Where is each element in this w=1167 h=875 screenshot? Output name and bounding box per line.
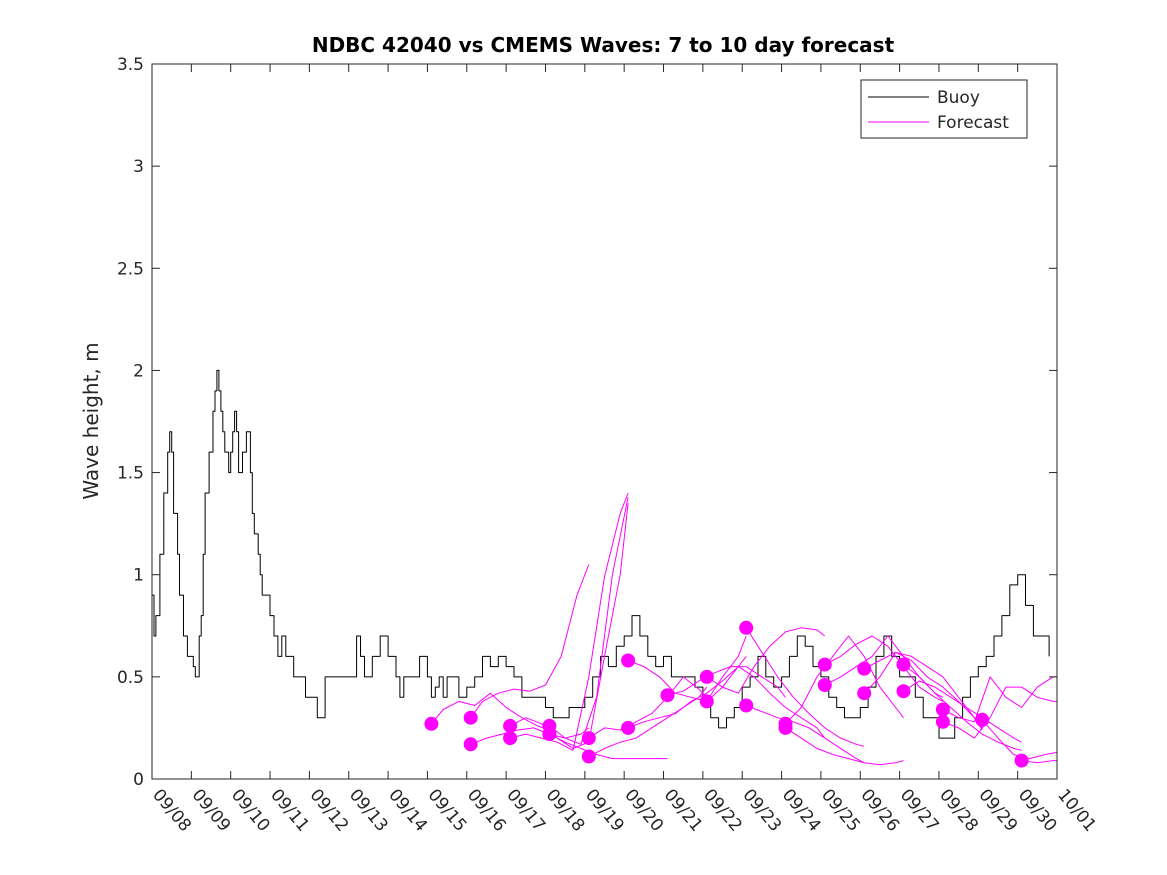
x-tick-label: 09/21 — [660, 785, 707, 835]
x-tick-label: 09/26 — [856, 785, 903, 835]
forecast-start-marker — [660, 688, 675, 703]
x-tick-label: 09/08 — [148, 785, 195, 835]
y-tick-label: 3.5 — [117, 55, 144, 75]
x-tick-label: 09/15 — [424, 785, 471, 835]
forecast-series-line-13 — [706, 627, 826, 694]
forecast-series-line-12 — [667, 666, 786, 698]
forecast-series-line-18 — [785, 727, 904, 766]
forecast-series-line-23 — [903, 664, 1022, 751]
forecast-series-line-8 — [588, 676, 708, 739]
legend-box — [860, 79, 1028, 139]
forecast-start-marker — [857, 661, 872, 676]
legend-buoy-label: Buoy — [937, 88, 980, 108]
buoy-series-line — [152, 369, 1050, 739]
x-tick-label: 09/25 — [817, 785, 864, 835]
forecast-series-layer — [431, 492, 1058, 766]
x-tick-label: 09/10 — [227, 785, 274, 835]
x-tick-label: 10/01 — [1053, 785, 1100, 835]
forecast-series-line-19 — [824, 635, 944, 702]
x-tick-label: 09/17 — [502, 785, 549, 835]
x-tick-label: 09/22 — [699, 785, 746, 835]
y-tick-label: 2.5 — [117, 259, 144, 279]
forecast-series-line-2 — [470, 564, 590, 718]
forecast-series-line-21 — [863, 651, 983, 729]
forecast-series-line-16 — [746, 705, 865, 764]
x-tick-label: 09/30 — [1014, 785, 1061, 835]
forecast-start-marker — [1014, 753, 1029, 768]
y-tick-label: 1 — [133, 566, 144, 586]
forecast-series-line-25 — [942, 676, 1057, 723]
x-tick-label: 09/20 — [620, 785, 667, 835]
forecast-series-line-9 — [588, 686, 708, 757]
x-tick-label: 09/16 — [463, 785, 510, 835]
x-tick-label: 09/11 — [266, 785, 313, 835]
y-tick-label: 1.5 — [117, 464, 144, 484]
y-tick-label: 0 — [133, 770, 144, 790]
forecast-start-marker — [935, 702, 950, 717]
forecast-series-line-10 — [627, 656, 747, 729]
forecast-start-marker — [817, 657, 832, 672]
forecast-series-line-11 — [627, 635, 747, 702]
forecast-start-marker — [857, 686, 872, 701]
plot-area — [152, 64, 1057, 779]
y-tick-label: 2 — [133, 361, 144, 381]
forecast-series-line-14 — [706, 666, 826, 739]
legend: Buoy Forecast — [860, 79, 1028, 139]
forecast-start-marker — [896, 684, 911, 699]
forecast-start-marker — [621, 720, 636, 735]
forecast-start-marker — [896, 657, 911, 672]
forecast-series-line-1 — [431, 692, 550, 731]
forecast-start-marker — [699, 669, 714, 684]
forecast-start-marker — [424, 716, 439, 731]
x-tick-label: 09/29 — [974, 785, 1021, 835]
forecast-markers-layer — [424, 620, 1029, 768]
y-tick-label: 3 — [133, 157, 144, 177]
y-tick-label: 0.5 — [117, 668, 144, 688]
x-tick-label: 09/24 — [778, 785, 825, 835]
forecast-series-line-5 — [509, 492, 629, 751]
x-tick-label: 09/13 — [345, 785, 392, 835]
forecast-start-marker — [817, 678, 832, 692]
forecast-start-marker — [463, 710, 478, 725]
forecast-start-marker — [542, 727, 557, 742]
forecast-start-marker — [778, 720, 793, 735]
x-tick-label: 09/19 — [581, 785, 628, 835]
chart-title: NDBC 42040 vs CMEMS Waves: 7 to 10 day f… — [312, 33, 895, 57]
forecast-start-marker — [621, 653, 636, 668]
x-tick-label: 09/18 — [542, 785, 589, 835]
forecast-start-marker — [581, 749, 596, 764]
y-axis: 0 0.5 1 1.5 2 2.5 3 3.5 — [117, 55, 1057, 790]
forecast-start-marker — [975, 712, 990, 727]
forecast-start-marker — [699, 694, 714, 709]
y-axis-label: Wave height, m — [79, 342, 103, 499]
forecast-series-line-28 — [1021, 760, 1057, 764]
forecast-series-line-24 — [903, 680, 1022, 743]
x-tick-label: 09/09 — [188, 785, 235, 835]
forecast-series-line-17 — [785, 635, 904, 725]
plot-frame — [151, 63, 1058, 780]
x-tick-label: 09/14 — [384, 785, 431, 835]
forecast-series-line-6 — [549, 497, 629, 745]
legend-forecast-label: Forecast — [937, 113, 1009, 133]
forecast-start-marker — [739, 620, 754, 635]
buoy-series-layer — [152, 369, 1050, 739]
forecast-series-line-22 — [863, 651, 983, 731]
x-tick-label: 09/27 — [896, 785, 943, 835]
x-tick-label: 09/23 — [738, 785, 785, 835]
forecast-series-line-7 — [549, 733, 668, 760]
forecast-series-line-26 — [942, 686, 1057, 739]
forecast-series-line-15 — [745, 627, 865, 747]
forecast-start-marker — [739, 698, 754, 713]
forecast-start-marker — [503, 718, 518, 733]
x-tick-label: 09/12 — [306, 785, 353, 835]
forecast-start-marker — [503, 731, 518, 746]
forecast-start-marker — [581, 731, 596, 746]
forecast-series-line-3 — [470, 727, 590, 745]
x-tick-label: 09/28 — [935, 785, 982, 835]
forecast-start-marker — [935, 714, 950, 729]
forecast-start-marker — [463, 737, 478, 752]
